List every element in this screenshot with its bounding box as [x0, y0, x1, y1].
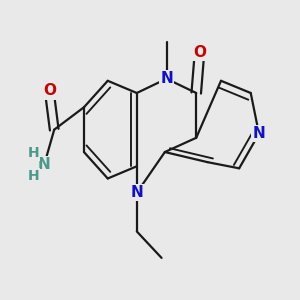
Text: H: H — [28, 146, 40, 160]
Text: N: N — [130, 185, 143, 200]
Text: O: O — [193, 45, 206, 60]
Text: N: N — [38, 157, 51, 172]
Text: H: H — [28, 169, 40, 183]
Text: O: O — [43, 83, 56, 98]
Text: N: N — [253, 126, 266, 141]
Text: N: N — [160, 71, 173, 86]
